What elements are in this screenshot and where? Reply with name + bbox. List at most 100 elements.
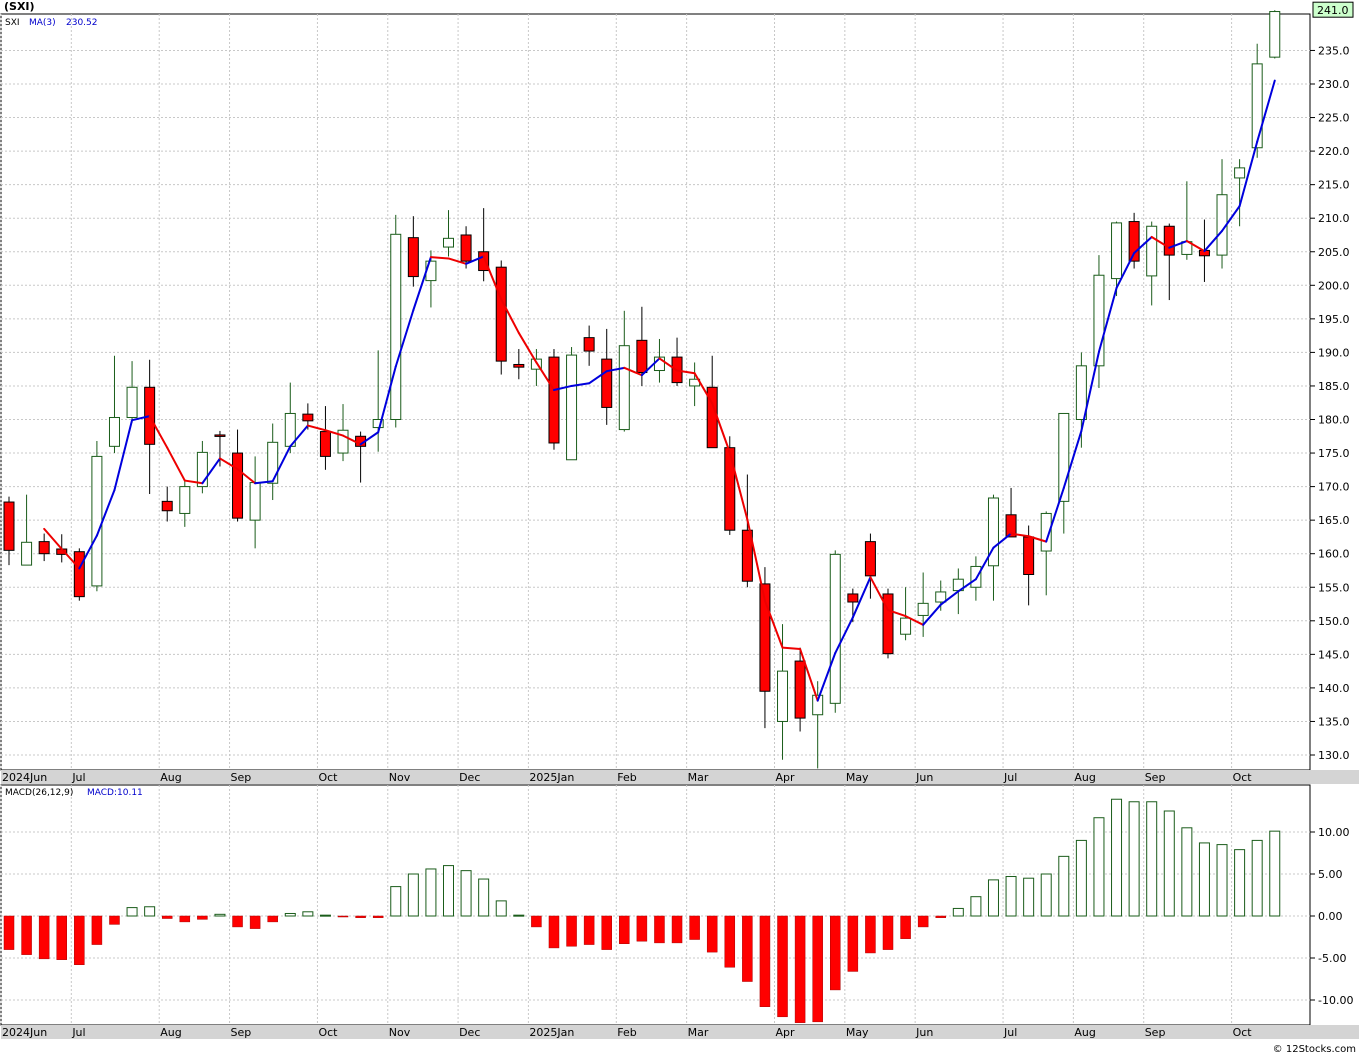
macd-bar — [284, 912, 296, 917]
candle — [864, 533, 876, 599]
macd-bar — [1058, 855, 1070, 917]
candle-body — [812, 694, 824, 716]
macd-bar — [671, 915, 683, 944]
candle-body — [372, 419, 384, 429]
price-x-tick-label: Nov — [389, 771, 411, 784]
price-y-tick-label: 195.0 — [1318, 313, 1350, 326]
ma3-line-segment — [658, 357, 679, 372]
last-price-box — [1312, 1, 1354, 18]
candle-body — [319, 431, 331, 457]
macd-bar — [337, 915, 349, 918]
candle-body — [91, 455, 103, 587]
candle-body — [126, 386, 138, 418]
macd-bar — [91, 915, 103, 945]
candle-body — [794, 660, 806, 719]
candle — [337, 404, 349, 462]
candle-body — [232, 452, 244, 519]
macd-bar — [319, 914, 331, 917]
candle-body — [3, 501, 15, 551]
candle-body — [513, 363, 525, 368]
ma3-line-segment — [535, 361, 555, 391]
price-y-tick-label: 230.0 — [1318, 78, 1350, 91]
price-x-tick-label: Jun — [915, 771, 933, 784]
candle-body — [1040, 512, 1052, 552]
candle-body — [161, 500, 173, 512]
ma3-line-segment — [640, 357, 661, 377]
candle — [829, 550, 841, 713]
macd-bar — [1198, 842, 1210, 917]
macd-bar — [654, 915, 665, 944]
macd-y-tick-label: -5.00 — [1318, 952, 1346, 965]
candle — [1058, 412, 1070, 534]
macd-bar — [548, 915, 560, 949]
candle-body — [108, 416, 120, 447]
macd-y-tick-label: -10.00 — [1318, 994, 1353, 1007]
price-y-tick-label: 150.0 — [1318, 615, 1350, 628]
candle-body — [777, 670, 789, 722]
ma3-line-segment — [201, 457, 221, 485]
ma3-line-segment — [887, 609, 907, 618]
candle — [1093, 255, 1105, 388]
ma3-line-segment — [1045, 486, 1065, 543]
macd-bar — [232, 915, 243, 928]
ma3-line-segment — [166, 446, 186, 482]
macd-bar — [689, 915, 700, 940]
ma3-line-segment — [429, 256, 450, 260]
ma3-line-segment — [394, 309, 415, 368]
candle — [232, 429, 244, 522]
macd-bar — [1181, 827, 1193, 917]
ma3-line-segment — [552, 384, 573, 391]
candle — [21, 494, 33, 566]
macd-bar — [970, 896, 982, 917]
candle — [478, 208, 490, 282]
ma3-line-segment — [482, 255, 503, 301]
candle-body — [548, 356, 560, 444]
candle — [108, 355, 120, 454]
ma3-line-segment — [465, 255, 485, 265]
macd-bar — [636, 915, 648, 942]
ma3-line-segment — [500, 298, 520, 334]
candle-body — [214, 434, 226, 437]
macd-bar — [759, 915, 771, 1007]
candle-body — [970, 565, 982, 588]
candle-body — [73, 551, 85, 598]
macd-bar — [74, 915, 85, 965]
price-y-tick-label: 165.0 — [1318, 514, 1350, 527]
price-y-tick-label: 135.0 — [1318, 715, 1350, 728]
macd-x-tick-label: Nov — [389, 1026, 411, 1039]
ma3-line-segment — [95, 488, 116, 537]
ma3-line-segment — [570, 382, 591, 387]
candle-body — [1023, 536, 1035, 576]
ma3-line-segment — [869, 576, 889, 612]
candle-body — [917, 602, 929, 616]
ma3-line-segment — [113, 419, 134, 491]
macd-bar — [847, 915, 859, 972]
macd-x-tick-label: Mar — [688, 1026, 709, 1039]
price-x-tick-label: Oct — [1233, 771, 1253, 784]
candle — [1163, 223, 1175, 301]
price-x-tick-label: May — [846, 771, 869, 784]
price-x-tick-label: Feb — [617, 771, 636, 784]
price-y-tick-label: 205.0 — [1318, 246, 1350, 259]
candle — [917, 572, 929, 637]
macd-x-tick-label: Oct — [318, 1026, 338, 1039]
ma3-line-segment — [1062, 429, 1083, 489]
candle-body — [425, 260, 437, 282]
candle-body — [1269, 11, 1281, 58]
ma3-line-segment — [1203, 229, 1224, 253]
macd-bar — [619, 915, 630, 944]
candle — [3, 496, 15, 566]
price-y-tick-label: 145.0 — [1318, 648, 1350, 661]
price-y-tick-label: 225.0 — [1318, 112, 1350, 125]
ma3-line-segment — [43, 527, 63, 551]
macd-bar — [109, 915, 120, 925]
candle-body — [741, 529, 753, 582]
ma3-line-segment — [78, 534, 98, 570]
macd-bar — [601, 915, 612, 950]
candle — [267, 423, 279, 501]
candle — [495, 260, 507, 375]
ma3-line-segment — [939, 590, 960, 606]
ma3-line-segment — [1115, 252, 1136, 289]
ma3-line-segment — [1027, 535, 1048, 543]
ma3-line-segment — [148, 415, 169, 449]
